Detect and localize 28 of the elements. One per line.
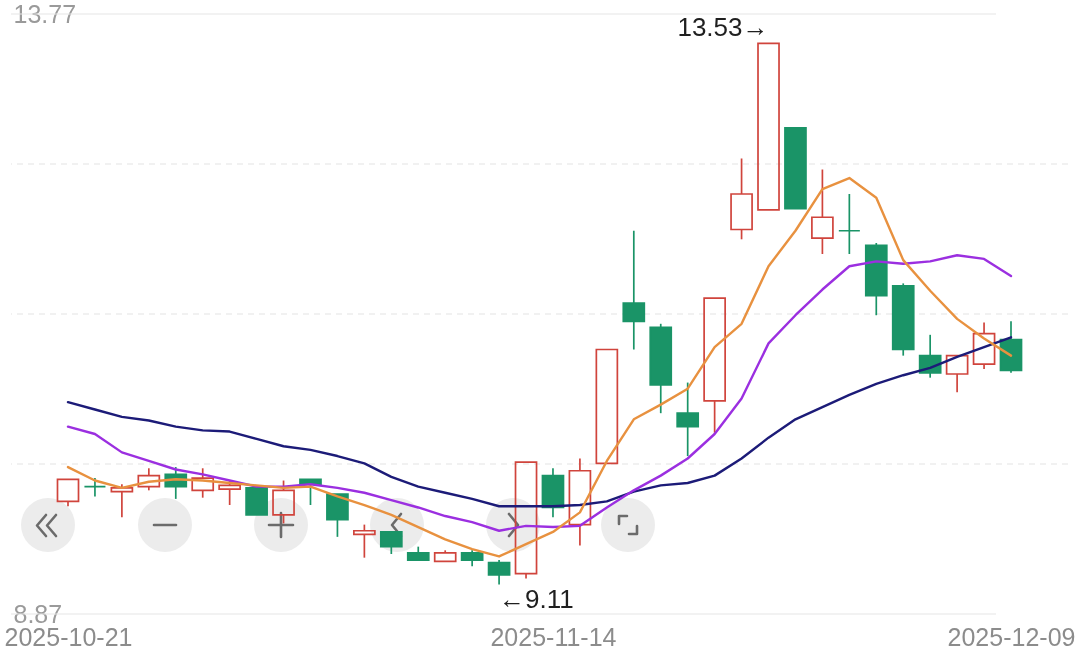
- candlestick: [622, 229, 646, 351]
- candlestick: [649, 322, 673, 415]
- candlestick: [433, 549, 457, 563]
- y-tick-label: 13.77: [13, 0, 77, 28]
- candlestick: [379, 531, 403, 555]
- candlestick: [595, 348, 619, 465]
- candlestick: [891, 282, 915, 357]
- x-tick-label: 2025-12-09: [947, 622, 1076, 649]
- candlestick: [245, 487, 268, 516]
- candlestick: [757, 42, 780, 211]
- candlestick: [568, 457, 592, 547]
- annotation: ←9.11: [499, 583, 574, 614]
- candlestick: [406, 545, 430, 561]
- candlestick: [837, 193, 861, 255]
- candlestick: [864, 242, 888, 317]
- candlestick: [460, 549, 484, 568]
- candlestick: [945, 354, 969, 394]
- candlestick: [703, 297, 726, 434]
- candlestick: [487, 559, 511, 586]
- candlestick: [999, 320, 1023, 374]
- x-tick-label: 2025-11-14: [490, 622, 617, 649]
- candlestick: [541, 467, 565, 519]
- candlestick: [56, 478, 80, 508]
- candlestick: [784, 127, 807, 210]
- candlestick: [972, 321, 996, 370]
- annotation: 13.53→: [677, 12, 769, 43]
- candlestick: [676, 381, 700, 457]
- line-series: [66, 254, 1013, 532]
